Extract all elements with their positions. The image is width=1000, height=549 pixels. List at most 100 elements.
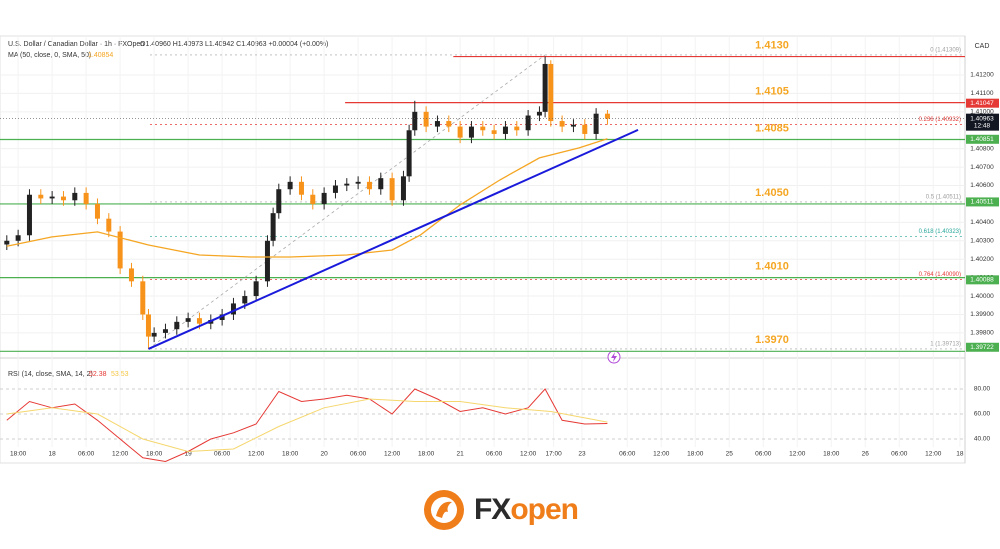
ohlc: O1.40960 H1.40973 L1.40942 C1.40963 +0.0… [140, 41, 328, 48]
x-tick-label: 18 [49, 451, 57, 458]
x-tick-label: 18:00 [282, 451, 299, 458]
x-tick-label: 18 [956, 451, 964, 458]
x-tick-label: 12:00 [653, 451, 670, 458]
y-tick-label: 1.40600 [970, 182, 994, 189]
candle-body [406, 130, 412, 177]
level-label: 1.4050 [755, 187, 789, 199]
x-tick-label: 21 [457, 451, 465, 458]
rsi-value: 52.38 [89, 371, 107, 378]
symbol: U.S. Dollar / Canadian Dollar · 1h · FXO… [8, 41, 144, 48]
level-label: 1.4130 [755, 39, 789, 51]
candle-body [559, 121, 565, 127]
x-tick-label: 06:00 [214, 451, 231, 458]
candle-body [400, 176, 406, 201]
price-box [966, 98, 999, 108]
candle-body [514, 126, 520, 131]
x-tick-label: 17:00 [545, 451, 562, 458]
price-box-label: 1.41047 [970, 100, 994, 107]
x-tick-label: 23 [578, 451, 586, 458]
brand-prefix: FX [473, 493, 511, 526]
candle-body [49, 196, 55, 199]
candle-body [355, 181, 361, 184]
x-tick-label: 18:00 [687, 451, 704, 458]
candle-body [542, 63, 548, 112]
candle-body [491, 130, 497, 134]
logo-icon [423, 490, 464, 530]
price-box [966, 342, 999, 352]
candle-body [162, 329, 168, 333]
x-tick-label: 12:00 [520, 451, 537, 458]
candle-body [332, 185, 338, 193]
candle-body [548, 63, 554, 122]
y-tick-label: 1.40400 [970, 219, 994, 226]
candle-body [593, 113, 599, 134]
candle-body [253, 281, 259, 297]
candle-body [344, 183, 350, 186]
price-box-label: 1.40511 [970, 199, 993, 206]
logo: FXopen [0, 485, 1000, 535]
x-tick-label: 19 [185, 451, 193, 458]
fib-label: 0.618 (1.40323) [919, 229, 961, 235]
rsi-tick-label: 80.00 [974, 386, 991, 393]
price-box-label: 1.39722 [970, 344, 994, 351]
price-box-label: 1.40088 [970, 277, 994, 284]
candle-body [26, 194, 32, 236]
candle-body [60, 196, 66, 201]
candle-body [242, 296, 248, 304]
candle-body [117, 231, 123, 269]
x-tick-label: 06:00 [350, 451, 367, 458]
fib-label: 0.5 (1.40511) [926, 194, 961, 200]
candle-body [38, 194, 44, 199]
candle-body [446, 121, 452, 127]
candle-body [15, 235, 21, 241]
x-tick-label: 25 [726, 451, 734, 458]
ma-line [6, 138, 608, 258]
candle-body [389, 178, 395, 201]
last-price-box [966, 113, 999, 131]
candle-body [72, 192, 78, 201]
last-price-time: 12:48 [974, 122, 991, 129]
candle-body [174, 321, 180, 330]
y-tick-label: 1.39900 [970, 311, 994, 318]
candle-body [270, 213, 276, 241]
brand-suffix: open [510, 493, 579, 526]
candle-body [83, 192, 89, 204]
level-label: 1.4085 [755, 122, 789, 134]
candle-body [468, 126, 474, 138]
y-tick-label: 1.40000 [970, 293, 994, 300]
y-tick-label: 1.41100 [970, 90, 993, 97]
candle-body [298, 181, 304, 195]
y-tick-label: 1.41000 [970, 109, 994, 116]
x-tick-label: 06:00 [891, 451, 908, 458]
fib-label: 1 (1.39713) [930, 341, 961, 347]
candle-body [412, 111, 418, 131]
x-tick-label: 18:00 [418, 451, 435, 458]
y-tick-label: 1.40800 [970, 145, 994, 152]
x-tick-label: 12:00 [248, 451, 265, 458]
y-tick-label: 1.40200 [970, 256, 994, 263]
candle-body [582, 124, 588, 134]
fib-label: 0 (1.41309) [930, 47, 961, 53]
candle-body [287, 181, 293, 190]
x-tick-label: 12:00 [925, 451, 942, 458]
level-label: 1.4105 [755, 86, 789, 98]
candle-body [145, 314, 151, 337]
alert-icon [607, 350, 621, 364]
chart: U.S. Dollar / Canadian Dollar · 1h · FXO… [0, 35, 999, 464]
level-label: 1.3970 [755, 334, 789, 346]
candle-body [106, 218, 112, 232]
candle-body [196, 318, 202, 324]
candle-body [151, 332, 157, 337]
x-tick-label: 12:00 [789, 451, 806, 458]
rsi-tick-label: 60.00 [974, 411, 991, 418]
rsi-line [6, 398, 608, 453]
candle-body [366, 181, 372, 190]
candle-body [264, 240, 270, 282]
ma-label: MA (50, close, 0, SMA, 50) [8, 52, 91, 59]
trend-line [148, 128, 639, 350]
candle-body [128, 268, 134, 282]
level-label: 1.4010 [755, 261, 789, 273]
rsi-tick-label: 40.00 [974, 436, 991, 443]
x-tick-label: 26 [862, 451, 870, 458]
candle-body [310, 194, 316, 204]
